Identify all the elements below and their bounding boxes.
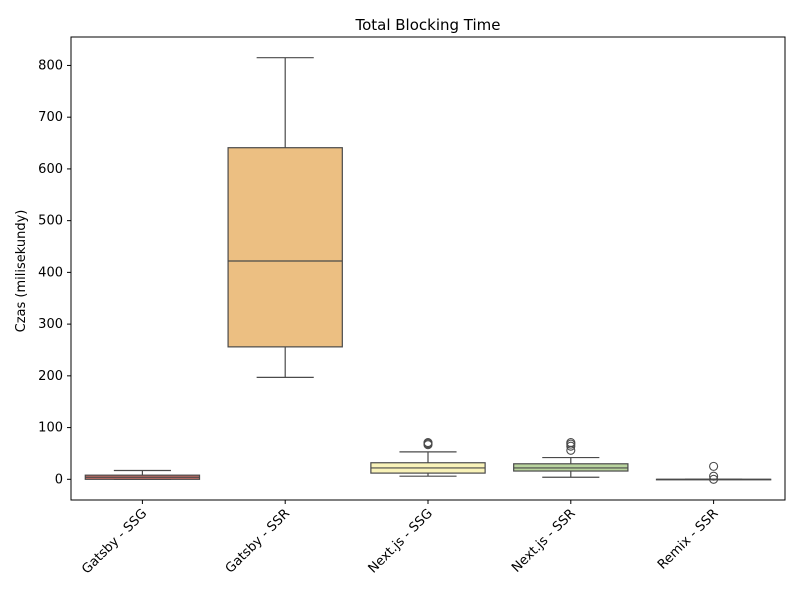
outlier-point [709, 474, 719, 484]
box-group-3 [370, 438, 486, 477]
y-tick-label: 800 [38, 58, 63, 73]
chart-title: Total Blocking Time [354, 16, 500, 34]
y-tick-label: 0 [55, 472, 63, 487]
x-tick-label: Remix - SSR [655, 506, 721, 572]
plot-frame [70, 36, 786, 501]
outlier-point [709, 461, 719, 471]
plot-area: 0 100 200 300 400 500 600 700 800 Gatsby - SSG Gat… [38, 36, 786, 577]
box [227, 147, 343, 348]
outlier-point [566, 438, 576, 448]
x-tick-label: Next.js - SSG [366, 506, 436, 576]
y-tick-label: 100 [38, 421, 63, 436]
outlier-point [709, 471, 719, 481]
y-tick-label: 300 [38, 317, 63, 332]
y-tick-label: 700 [38, 110, 63, 125]
x-tick-label: Next.js - SSR [509, 506, 579, 576]
box-group-1 [84, 469, 201, 480]
y-tick-label: 600 [38, 162, 63, 177]
y-tick-label: 500 [38, 214, 63, 229]
x-tick-label: Gatsby - SSR [223, 506, 293, 576]
y-tick-label: 400 [38, 265, 63, 280]
y-axis-label: Czas (milisekundy) [14, 210, 29, 333]
x-tick-label: Gatsby - SSG [79, 506, 150, 577]
box-group-4 [513, 438, 629, 478]
y-tick-label: 200 [38, 369, 63, 384]
box-group-2 [227, 57, 343, 378]
box-group-5 [655, 461, 772, 484]
outlier-point [423, 438, 433, 448]
